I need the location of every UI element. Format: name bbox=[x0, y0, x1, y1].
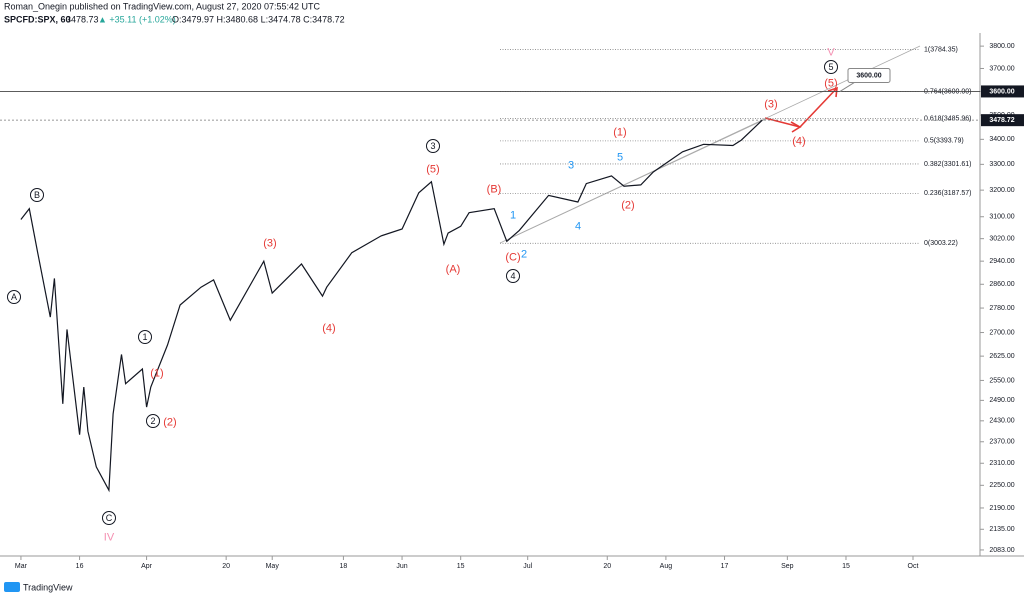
y-tick-label: 2083.00 bbox=[989, 547, 1014, 554]
x-tick-label: 15 bbox=[457, 563, 465, 570]
fib-label: 0.618(3485.96) bbox=[924, 115, 971, 122]
fib-label: 0.5(3393.79) bbox=[924, 138, 964, 145]
wave-label: (2) bbox=[621, 199, 634, 211]
x-tick-label: May bbox=[266, 563, 280, 570]
y-tick-label: 3800.00 bbox=[989, 43, 1014, 50]
wave-label: V bbox=[827, 46, 835, 58]
ohlc: O:3479.97 H:3480.68 L:3474.78 C:3478.72 bbox=[172, 14, 345, 24]
wave-circle bbox=[426, 139, 440, 153]
y-tick-label: 2700.00 bbox=[989, 329, 1014, 336]
wave-label: B bbox=[34, 190, 40, 200]
x-tick-label: 15 bbox=[842, 563, 850, 570]
x-tick-label: 20 bbox=[222, 563, 230, 570]
y-tick-label: 3200.00 bbox=[989, 187, 1014, 194]
fib-label: 0.236(3187.57) bbox=[924, 190, 971, 197]
wave-label: 3 bbox=[430, 141, 435, 151]
y-tick-label: 2190.00 bbox=[989, 505, 1014, 512]
price-line-series bbox=[20, 119, 763, 493]
callout-label: 3600.00 bbox=[856, 72, 881, 79]
wave-label: (1) bbox=[613, 126, 626, 138]
y-tick-label: 2430.00 bbox=[989, 418, 1014, 425]
wave-label: (A) bbox=[446, 263, 461, 275]
price-badge-label: 3600.00 bbox=[989, 88, 1014, 95]
symbol: SPCFD:SPX, 60 bbox=[4, 14, 71, 24]
wave-label: (4) bbox=[322, 322, 335, 334]
wave-circle bbox=[7, 290, 21, 304]
brand: TradingView bbox=[23, 582, 73, 592]
x-tick-label: 18 bbox=[340, 563, 348, 570]
wave-label: 1 bbox=[142, 332, 147, 342]
wave-label: (C) bbox=[505, 251, 520, 263]
wave-circle bbox=[102, 511, 116, 525]
wave-label: 5 bbox=[828, 62, 833, 72]
y-tick-label: 2860.00 bbox=[989, 281, 1014, 288]
wave-circle bbox=[138, 330, 152, 344]
y-tick-label: 2940.00 bbox=[989, 258, 1014, 265]
x-tick-label: Mar bbox=[15, 563, 28, 570]
x-tick-label: Sep bbox=[781, 563, 794, 570]
wave-label: (B) bbox=[487, 183, 502, 195]
wave-label: (1) bbox=[150, 367, 163, 379]
x-tick-label: 17 bbox=[721, 563, 729, 570]
byline: Roman_Onegin published on TradingView.co… bbox=[4, 1, 321, 11]
wave-label: (2) bbox=[163, 416, 176, 428]
y-tick-label: 3100.00 bbox=[989, 214, 1014, 221]
wave-circle bbox=[146, 414, 160, 428]
wave-label: A bbox=[11, 292, 17, 302]
price-badge bbox=[981, 85, 1024, 98]
callout-box bbox=[847, 67, 891, 83]
y-tick-label: 2490.00 bbox=[989, 397, 1014, 404]
y-tick-label: 2370.00 bbox=[989, 439, 1014, 446]
fib-label: 1(3784.35) bbox=[924, 46, 958, 53]
callout-pointer bbox=[839, 81, 857, 92]
trend-line bbox=[514, 117, 769, 237]
arrow-head bbox=[790, 121, 802, 133]
wave-circle bbox=[824, 60, 838, 74]
fib-label: 0(3003.22) bbox=[924, 240, 958, 247]
wave-circle bbox=[30, 188, 44, 202]
y-tick-label: 2135.00 bbox=[989, 526, 1014, 533]
y-tick-label: 3700.00 bbox=[989, 65, 1014, 72]
x-tick-label: 20 bbox=[603, 563, 611, 570]
x-tick-label: Jul bbox=[523, 563, 532, 570]
price-badge bbox=[981, 114, 1024, 127]
wave-label: 2 bbox=[521, 248, 527, 260]
wave-label: 4 bbox=[510, 271, 515, 281]
x-tick-label: 16 bbox=[76, 563, 84, 570]
wave-label: 1 bbox=[510, 209, 516, 221]
fib-label: 0.382(3301.61) bbox=[924, 161, 971, 168]
wave-label: (3) bbox=[263, 237, 276, 249]
arrow-head bbox=[827, 86, 838, 98]
y-tick-label: 3400.00 bbox=[989, 136, 1014, 143]
x-tick-label: Oct bbox=[908, 563, 919, 570]
wave-label: 5 bbox=[617, 151, 623, 163]
wave-label: (5) bbox=[426, 163, 439, 175]
change: ▲ +35.11 (+1.02%) bbox=[98, 14, 176, 24]
y-tick-label: 2310.00 bbox=[989, 460, 1014, 467]
wave-label: 2 bbox=[150, 416, 155, 426]
brand-logo bbox=[4, 582, 20, 592]
x-tick-label: Jun bbox=[396, 563, 407, 570]
last-price: 3478.73 bbox=[66, 14, 99, 24]
y-tick-label: 2780.00 bbox=[989, 305, 1014, 312]
wave-label: 4 bbox=[575, 220, 581, 232]
x-tick-label: Apr bbox=[141, 563, 153, 570]
wave-label: IV bbox=[104, 531, 115, 543]
y-tick-label: 3020.00 bbox=[989, 236, 1014, 243]
y-tick-label: 2550.00 bbox=[989, 377, 1014, 384]
wave-label: C bbox=[106, 513, 113, 523]
wave-label: (4) bbox=[792, 135, 805, 147]
wave-circle bbox=[506, 269, 520, 283]
y-tick-label: 2625.00 bbox=[989, 353, 1014, 360]
wave-label: 3 bbox=[568, 159, 574, 171]
y-tick-label: 3300.00 bbox=[989, 161, 1014, 168]
wave-label: (5) bbox=[824, 77, 837, 89]
wave-label: (3) bbox=[764, 98, 777, 110]
y-tick-label: 2250.00 bbox=[989, 482, 1014, 489]
price-badge-label: 3478.72 bbox=[989, 117, 1014, 124]
x-tick-label: Aug bbox=[660, 563, 673, 570]
